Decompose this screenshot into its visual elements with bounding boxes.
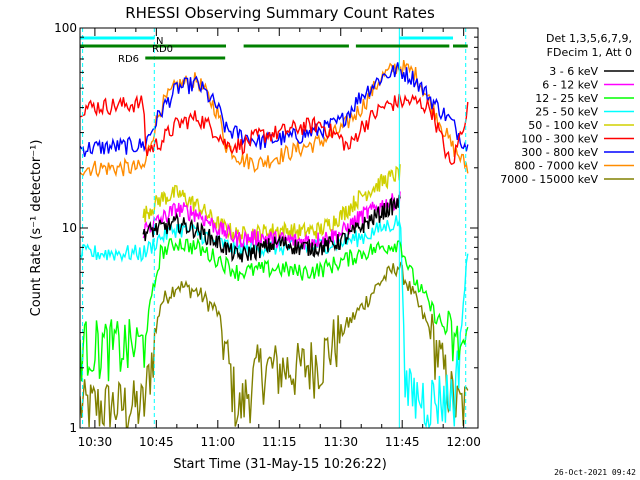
legend-label-4: 50 - 100 keV [528,119,598,132]
series-line-2 [80,237,469,382]
flag-label-1: RD0 [152,44,173,55]
x-tick-label-0: 10:30 [78,435,113,449]
series-line-8 [80,261,469,428]
legend: Det 1,3,5,6,7,9,FDecim 1, Att 0 3 - 6 keV… [500,32,634,186]
series-line-6 [80,62,469,157]
y-tick-label-1: 10 [62,221,77,235]
legend-label-6: 300 - 800 keV [521,146,598,159]
series-line-0 [142,194,401,263]
x-tick-label-5: 11:45 [385,435,420,449]
x-tick-label-1: 10:45 [139,435,174,449]
y-tick-label-0: 1 [69,421,77,435]
x-tick-label-3: 11:15 [262,435,297,449]
flag-label-2: RD6 [118,54,139,65]
x-tick-label-2: 11:00 [201,435,236,449]
flag-label-0: N [156,36,163,47]
chart-title: RHESSI Observing Summary Count Rates [125,4,435,22]
legend-label-3: 25 - 50 keV [535,106,598,119]
legend-label-5: 100 - 300 keV [521,133,598,146]
x-tick-label-6: 12:00 [446,435,481,449]
legend-label-7: 800 - 7000 keV [514,160,598,173]
series-line-7 [80,59,469,178]
axes: 1 10 100 10:30 10:45 11:00 11:15 11:30 11:45 12:0… [54,21,481,449]
x-axis-label: Start Time (31-May-15 10:26:22) [173,457,387,472]
legend-label-1: 6 - 12 keV [542,79,598,92]
x-tick-label-4: 11:30 [323,435,358,449]
legend-label-8: 7000 - 15000 keV [500,173,598,186]
series-line-1 [142,191,401,250]
plot-clip-group [80,28,469,428]
y-axis-label: Count Rate (s⁻¹ detector⁻¹) [29,140,44,317]
legend-label-0: 3 - 6 keV [549,65,598,78]
series-line-5 [80,93,469,166]
legend-label-2: 12 - 25 keV [535,92,598,105]
y-tick-label-2: 100 [54,21,77,35]
legend-header-1: FDecim 1, Att 0 [547,46,632,59]
legend-header-0: Det 1,3,5,6,7,9, [546,32,632,45]
footer-timestamp: 26-Oct-2021 09:42 [554,468,636,477]
